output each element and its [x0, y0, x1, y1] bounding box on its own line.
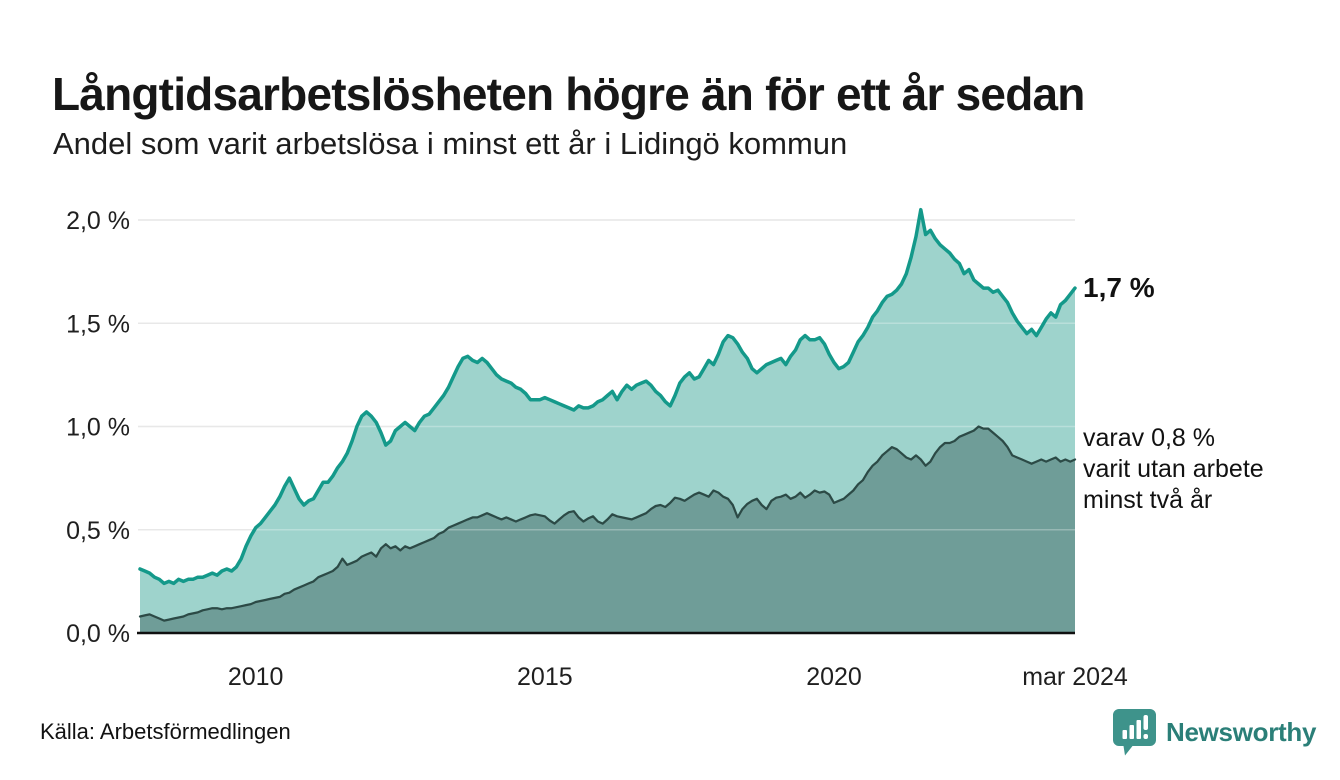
x-axis-label-2010: 2010: [228, 663, 284, 691]
y-axis-label-1,5 %: 1,5 %: [66, 310, 130, 338]
x-axis-label-2015: 2015: [517, 663, 573, 691]
series-area-1: [140, 426, 1075, 633]
newsworthy-speech-bubble-icon: [1113, 709, 1156, 756]
page-title: Långtidsarbetslösheten högre än för ett …: [52, 67, 1085, 120]
latest-subseries-value-label: varav 0,8 % varit utan arbete minst två …: [1083, 423, 1264, 516]
series-line-1: [138, 425, 1077, 622]
latest-total-value-label: 1,7 %: [1083, 272, 1155, 303]
chart-subtitle: Andel som varit arbetslösa i minst ett å…: [53, 126, 848, 161]
newsworthy-logo: Newsworthy: [1112, 706, 1316, 758]
y-axis-label-0,5 %: 0,5 %: [66, 517, 130, 545]
source-credit: Källa: Arbetsförmedlingen: [40, 719, 291, 744]
y-axis-label-0,0 %: 0,0 %: [66, 620, 130, 648]
x-axis-label-2020: 2020: [806, 663, 862, 691]
subseries-label-line-2: varit utan arbete: [1083, 455, 1264, 483]
newsworthy-wordmark: Newsworthy: [1166, 716, 1317, 747]
y-axis-label-1,0 %: 1,0 %: [66, 414, 130, 442]
y-axis-label-2,0 %: 2,0 %: [66, 207, 130, 235]
x-axis-label-mar 2024: mar 2024: [1022, 663, 1128, 691]
series-line-0: [138, 207, 1077, 586]
subseries-label-line-3: minst två år: [1083, 486, 1213, 514]
subseries-label-line-1: varav 0,8 %: [1083, 424, 1216, 452]
